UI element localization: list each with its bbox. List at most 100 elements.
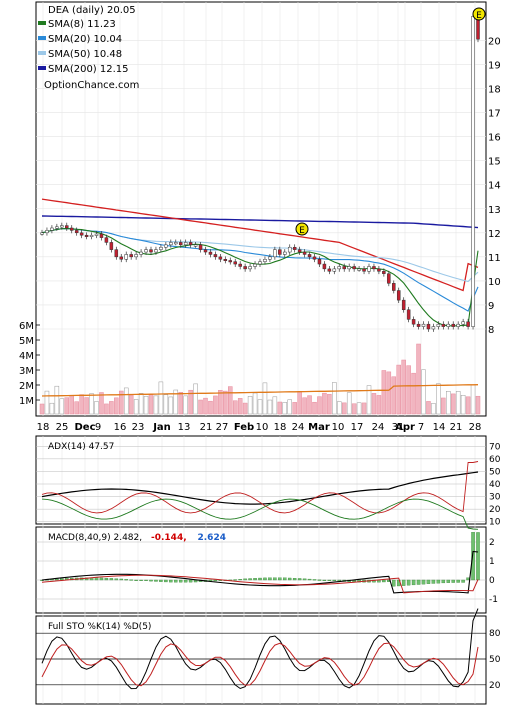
- volume-bar: [356, 402, 362, 415]
- x-tick-label: Feb: [234, 422, 254, 433]
- macd-histogram-bar: [283, 577, 287, 581]
- price-tick-label: 8: [488, 325, 494, 336]
- volume-bar: [148, 394, 154, 415]
- price-candle: [119, 256, 124, 260]
- price-tick-label: 16: [488, 133, 501, 144]
- earnings-label-2: E: [476, 11, 482, 21]
- stochastic-d-line: [41, 642, 479, 687]
- volume-bar: [391, 376, 397, 415]
- macd-panel: [35, 526, 487, 614]
- price-tick-label: 20: [488, 36, 501, 47]
- price-candle: [188, 242, 193, 246]
- chart-title: DEA (daily) 20.05: [48, 5, 136, 16]
- macd-histogram-bar: [178, 579, 183, 583]
- adx-tick-label: 10: [489, 518, 501, 528]
- volume-bar: [247, 396, 253, 415]
- macd-histogram-bar: [446, 579, 451, 583]
- price-candle: [317, 259, 322, 265]
- volume-bar: [153, 395, 159, 415]
- x-tick-label: 21: [200, 422, 213, 433]
- volume-tick-label: 2M: [19, 381, 34, 392]
- price-candle: [302, 251, 307, 255]
- price-candle: [436, 323, 441, 327]
- price-candle: [139, 251, 143, 255]
- x-tick-label: Dec: [74, 422, 95, 433]
- volume-bar: [302, 397, 307, 415]
- price-candle: [174, 242, 178, 245]
- macd-histogram-bar: [174, 579, 178, 583]
- volume-bar: [252, 392, 258, 415]
- x-tick-label: 24: [372, 422, 385, 433]
- volume-bar: [178, 392, 183, 415]
- volume-average-line: [41, 384, 479, 397]
- x-tick-label: 10: [332, 422, 345, 433]
- x-tick-label: 31: [392, 422, 405, 433]
- volume-bar: [128, 394, 134, 415]
- price-candle: [69, 227, 74, 231]
- volume-bar: [143, 395, 149, 415]
- macd-histogram-bar: [238, 578, 242, 581]
- macd-title: MACD(8,40,9) 2.482, -0.144, 2.624: [48, 533, 226, 543]
- price-candle: [253, 263, 257, 267]
- volume-bar: [89, 393, 94, 415]
- legend-sma200: SMA(200) 12.15: [48, 64, 129, 75]
- macd-histogram-bar: [154, 579, 158, 582]
- macd-histogram-bar: [392, 579, 396, 587]
- macd-histogram-bar: [188, 579, 193, 583]
- price-candle: [347, 266, 351, 270]
- macd-histogram-bar: [60, 578, 64, 581]
- price-candle: [377, 268, 381, 272]
- volume-bar: [366, 385, 372, 415]
- macd-histogram-bar: [109, 578, 114, 581]
- adx-tick-label: 30: [489, 493, 501, 503]
- volume-bar: [228, 386, 233, 415]
- macd-histogram-bar: [436, 579, 441, 584]
- price-legend: DEA (daily) 20.05 SMA(8) 11.23 SMA(20) 1…: [38, 5, 139, 91]
- volume-bar: [188, 389, 193, 415]
- volume-tick-label: 5M: [19, 336, 34, 347]
- macd-histogram-bar: [139, 579, 143, 581]
- macd-histogram-bar: [213, 579, 218, 582]
- price-candle: [357, 268, 361, 271]
- price-tick-label: 15: [488, 157, 501, 168]
- price-candle: [149, 249, 153, 253]
- price-candle: [367, 266, 371, 272]
- sma20-line: [41, 228, 479, 312]
- macd-histogram-bar: [159, 579, 163, 582]
- macd-histogram-bar: [421, 579, 426, 585]
- volume-bar: [208, 400, 213, 415]
- x-tick-label: 25: [56, 422, 69, 433]
- x-tick-label: 18: [37, 422, 50, 433]
- price-candle: [45, 230, 49, 234]
- price-candle: [65, 225, 69, 229]
- price-candle: [169, 242, 173, 246]
- price-candle: [401, 299, 406, 311]
- price-tick-label: 18: [488, 85, 501, 96]
- volume-bar: [346, 392, 352, 415]
- price-candle: [55, 226, 59, 229]
- macd-histogram-bar: [317, 579, 322, 581]
- volume-bar: [168, 396, 174, 415]
- macd-histogram-bar: [114, 578, 119, 581]
- price-candle: [406, 309, 411, 320]
- price-candle: [218, 256, 223, 260]
- volume-bar: [450, 393, 456, 415]
- price-candle: [134, 254, 138, 258]
- price-candle: [337, 266, 342, 270]
- adx-tick-label: 70: [489, 442, 501, 452]
- price-candle: [392, 283, 396, 291]
- x-tick-label: 18: [274, 422, 287, 433]
- macd-histogram-bar: [416, 579, 421, 585]
- price-candle: [50, 227, 54, 231]
- price-candle: [263, 259, 267, 262]
- price-candle: [94, 233, 99, 236]
- volume-bar: [441, 397, 446, 415]
- price-tick-label: 13: [488, 205, 501, 216]
- price-candle: [208, 251, 213, 255]
- legend-swatch-sma200: [38, 66, 46, 70]
- adx-tick-label: 20: [489, 505, 501, 515]
- x-tick-label: 21: [450, 422, 463, 433]
- price-candle: [238, 263, 242, 267]
- price-candle: [159, 246, 163, 250]
